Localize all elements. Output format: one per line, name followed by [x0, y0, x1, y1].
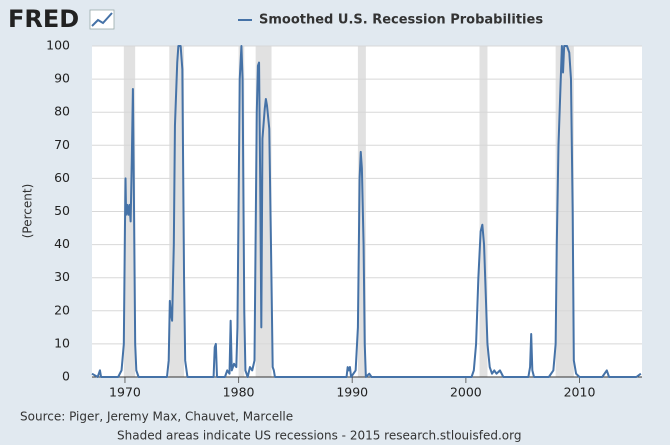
y-tick-label: 100 — [46, 38, 70, 53]
y-axis-label: (Percent) — [21, 184, 35, 239]
note: Shaded areas indicate US recessions - 20… — [117, 429, 521, 443]
y-tick-label: 20 — [54, 302, 70, 317]
y-tick-label: 90 — [54, 71, 70, 86]
series-line — [91, 45, 642, 378]
legend-label: Smoothed U.S. Recession Probabilities — [259, 13, 543, 28]
x-tick-label: 2010 — [564, 385, 596, 400]
y-tick-label: 80 — [54, 104, 70, 119]
source: Source: Piger, Jeremy Max, Chauvet, Marc… — [20, 410, 293, 424]
y-tick-label: 0 — [62, 369, 70, 384]
y-tick-label: 30 — [54, 269, 70, 284]
y-tick-label: 10 — [54, 335, 70, 350]
y-tick-label: 60 — [54, 170, 70, 185]
x-tick-label: 1990 — [336, 385, 368, 400]
x-tick-label: 2000 — [450, 385, 482, 400]
x-tick-label: 1980 — [223, 385, 255, 400]
y-tick-label: 70 — [54, 137, 70, 152]
y-tick-label: 50 — [54, 203, 70, 218]
logo: FRED — [8, 5, 79, 33]
logo-icon — [89, 9, 115, 30]
y-tick-label: 40 — [54, 236, 70, 251]
x-tick-label: 1970 — [109, 385, 141, 400]
